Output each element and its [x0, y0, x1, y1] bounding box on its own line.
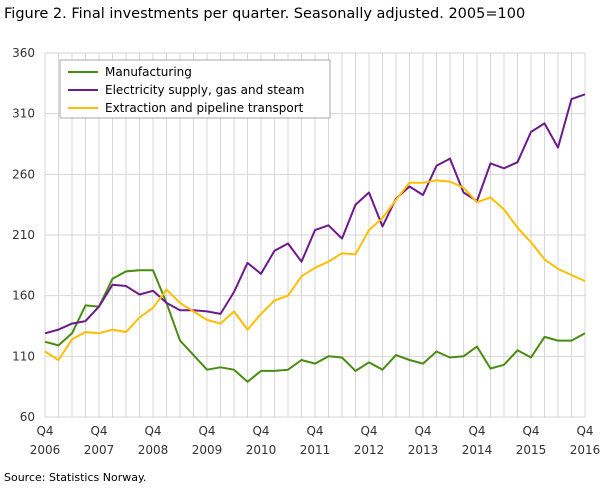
x-tick-year: 2016 — [570, 443, 601, 457]
series-line-0 — [44, 269, 586, 383]
x-tick-year: 2013 — [408, 443, 439, 457]
x-tick-quarter: Q4 — [306, 424, 323, 438]
x-tick-quarter: Q4 — [414, 424, 431, 438]
y-tick-label: 160 — [12, 289, 35, 303]
x-tick-year: 2010 — [246, 443, 277, 457]
y-tick-label: 360 — [12, 46, 35, 60]
x-tick-quarter: Q4 — [576, 424, 593, 438]
x-tick-quarter: Q4 — [198, 424, 215, 438]
x-tick-year: 2008 — [138, 443, 169, 457]
x-tick-year: 2014 — [462, 443, 493, 457]
x-tick-quarter: Q4 — [468, 424, 485, 438]
x-tick-year: 2015 — [516, 443, 547, 457]
x-tick-quarter: Q4 — [144, 424, 161, 438]
x-tick-year: 2011 — [300, 443, 331, 457]
x-tick-quarter: Q4 — [36, 424, 53, 438]
y-tick-label: 60 — [20, 410, 35, 424]
series-line-2 — [44, 179, 586, 361]
y-tick-label: 110 — [12, 349, 35, 363]
x-tick-quarter: Q4 — [360, 424, 377, 438]
legend-box — [59, 59, 331, 119]
chart-title: Figure 2. Final investments per quarter.… — [4, 6, 526, 22]
x-tick-quarter: Q4 — [90, 424, 107, 438]
x-tick-year: 2012 — [354, 443, 385, 457]
y-tick-label: 310 — [12, 107, 35, 121]
legend-label: Manufacturing — [105, 65, 192, 79]
source-note: Source: Statistics Norway. — [4, 471, 147, 484]
x-tick-quarter: Q4 — [522, 424, 539, 438]
legend-label: Extraction and pipeline transport — [105, 101, 304, 115]
x-tick-year: 2007 — [84, 443, 115, 457]
y-tick-label: 260 — [12, 167, 35, 181]
x-tick-year: 2006 — [30, 443, 61, 457]
series-line-1 — [44, 93, 586, 335]
legend-label: Electricity supply, gas and steam — [105, 83, 304, 97]
x-tick-year: 2009 — [192, 443, 223, 457]
x-tick-quarter: Q4 — [252, 424, 269, 438]
y-tick-label: 210 — [12, 228, 35, 242]
